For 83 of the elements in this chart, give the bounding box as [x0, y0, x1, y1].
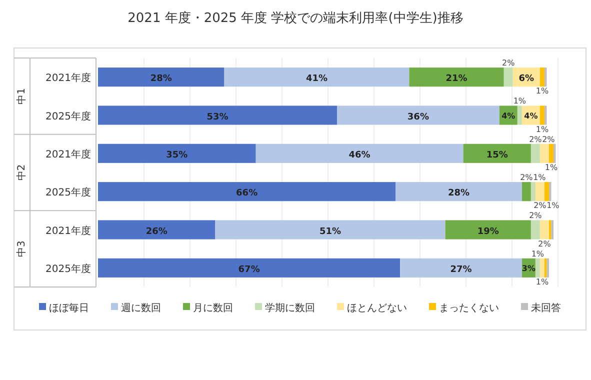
- data-label: 46%: [348, 150, 370, 160]
- bar: [337, 106, 500, 125]
- data-label: 2%: [529, 211, 542, 220]
- data-label: 6%: [518, 74, 534, 84]
- data-label: 27%: [450, 264, 472, 275]
- y-tick-label: 2025年度: [46, 262, 91, 275]
- bar: [530, 220, 540, 240]
- bar: [215, 220, 446, 240]
- data-label: 36%: [407, 112, 429, 122]
- bar: [463, 144, 531, 163]
- y-tick-label: 2021年度: [46, 72, 91, 84]
- bar: [530, 182, 536, 202]
- y-tick-label: 2025年度: [46, 110, 91, 122]
- bar: [224, 68, 410, 87]
- text: 中1: [16, 88, 28, 104]
- data-label: 53%: [206, 112, 228, 122]
- bar: [540, 106, 544, 125]
- chart-title: 2021 年度・2025 年度 学校での端末利用率(中学生)推移: [128, 10, 464, 26]
- data-label: 1%: [536, 277, 549, 286]
- bar: [256, 144, 464, 163]
- data-label: 19%: [477, 226, 499, 237]
- data-label: 51%: [319, 226, 342, 237]
- bar: [409, 68, 504, 87]
- data-label: 26%: [146, 226, 168, 237]
- bar: [544, 106, 547, 125]
- data-label: 28%: [150, 74, 172, 84]
- y-tick-label: 2025年度: [46, 186, 91, 199]
- bar: [396, 182, 522, 202]
- y-tick-label: 2021年度: [46, 224, 91, 237]
- legend-label: まったくない: [439, 303, 499, 314]
- bar: [544, 182, 549, 202]
- bar: [98, 144, 256, 163]
- data-label: 4%: [502, 111, 516, 120]
- text: 中2: [16, 164, 28, 181]
- bar: [445, 220, 531, 240]
- data-label: 2%: [542, 134, 556, 144]
- bar: [540, 144, 549, 163]
- legend-label: 月に数回: [193, 303, 233, 314]
- bar: [98, 68, 224, 87]
- bar: [535, 182, 544, 202]
- data-label: 3%: [522, 264, 536, 273]
- bar: [548, 220, 552, 240]
- legend-label: ほとんどない: [347, 303, 407, 314]
- data-label: 1%: [531, 249, 544, 258]
- data-label: 2%: [538, 239, 552, 248]
- data-label: 21%: [446, 74, 468, 84]
- bar: [504, 68, 513, 87]
- bar: [400, 258, 522, 278]
- data-label: 15%: [486, 150, 508, 160]
- data-label: 1%: [536, 124, 549, 134]
- bar: [530, 144, 540, 163]
- data-label: 1%: [536, 86, 549, 96]
- data-label: 66%: [236, 188, 258, 199]
- legend-label: 週に数回: [121, 303, 161, 314]
- bar: [98, 258, 400, 278]
- data-label: 2%: [534, 201, 547, 210]
- bar: [540, 68, 544, 87]
- data-label: 2%: [529, 134, 542, 144]
- data-label: 4%: [524, 111, 538, 120]
- data-label: 1%: [544, 162, 558, 172]
- bar: [98, 220, 216, 240]
- bar: [548, 144, 554, 163]
- data-label: 41%: [306, 74, 328, 84]
- data-label: 1%: [546, 201, 560, 210]
- legend-label: ほぼ毎日: [49, 302, 89, 314]
- data-label: 28%: [448, 188, 470, 199]
- bar: [540, 258, 544, 278]
- bar: [535, 258, 540, 278]
- y-tick-label: 2021年度: [46, 148, 91, 160]
- text: 中3: [16, 240, 28, 258]
- data-label: 67%: [238, 264, 260, 275]
- legend-label: 未回答: [531, 302, 561, 314]
- bar: [522, 182, 531, 202]
- bar: [517, 106, 522, 125]
- bar: [98, 182, 396, 202]
- data-label: 2%: [502, 58, 516, 68]
- data-label: 35%: [166, 150, 188, 160]
- data-label: 1%: [513, 96, 526, 106]
- data-label: 1%: [533, 173, 546, 182]
- bar: [540, 220, 549, 240]
- bar: [98, 106, 338, 125]
- legend-label: 学期に数回: [265, 302, 315, 314]
- data-label: 2%: [520, 173, 534, 182]
